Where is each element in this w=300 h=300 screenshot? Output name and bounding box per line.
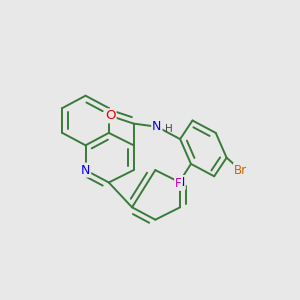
Text: H: H [165, 124, 172, 134]
Text: N: N [176, 176, 185, 189]
Text: N: N [152, 120, 161, 133]
Text: F: F [175, 177, 182, 190]
Text: Br: Br [234, 164, 247, 177]
Text: N: N [81, 164, 90, 177]
Text: O: O [105, 110, 116, 122]
